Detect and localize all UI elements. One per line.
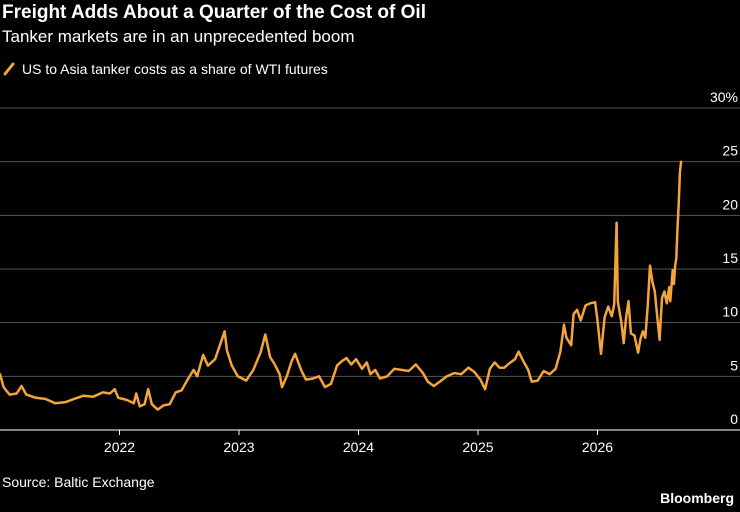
x-tick-label: 2025 <box>462 439 493 455</box>
legend-swatch-icon <box>3 62 15 76</box>
legend-label: US to Asia tanker costs as a share of WT… <box>22 61 328 77</box>
chart-subtitle: Tanker markets are in an unprecedented b… <box>2 27 355 46</box>
y-tick-label: 0 <box>730 411 738 427</box>
x-tick-label: 2022 <box>104 439 135 455</box>
chart-title: Freight Adds About a Quarter of the Cost… <box>2 2 426 23</box>
series-line <box>0 160 683 411</box>
y-tick-label: 5 <box>730 357 738 373</box>
x-tick-label: 2024 <box>343 439 374 455</box>
y-tick-label: 25 <box>722 143 738 159</box>
y-tick-label: 20 <box>722 196 738 212</box>
source-note: Source: Baltic Exchange <box>2 474 155 490</box>
x-tick-label: 2023 <box>223 439 254 455</box>
y-tick-label: 15 <box>722 250 738 266</box>
x-tick-label: 2026 <box>582 439 613 455</box>
legend: US to Asia tanker costs as a share of WT… <box>2 61 328 77</box>
y-tick-label: 10 <box>722 304 738 320</box>
y-tick-label: 30% <box>710 89 738 105</box>
brand-logo: Bloomberg <box>660 490 734 506</box>
